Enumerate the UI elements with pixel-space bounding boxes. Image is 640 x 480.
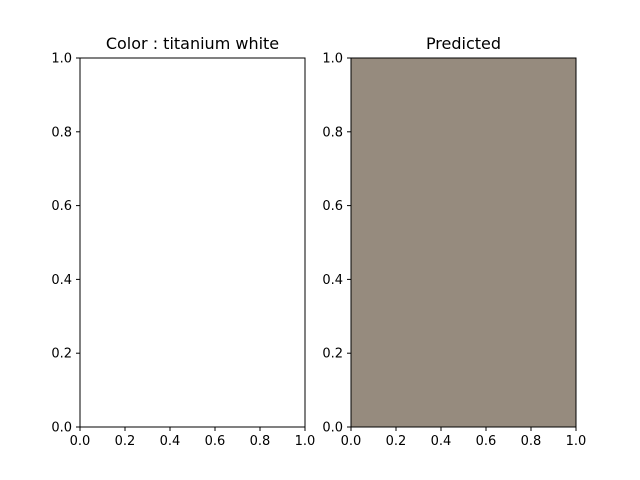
x-tick-label-predicted: 1.0 — [566, 434, 587, 449]
x-tick-label-actual: 0.2 — [115, 434, 136, 449]
y-tick-label-predicted: 1.0 — [322, 52, 343, 67]
frame-predicted — [350, 57, 577, 428]
y-tick-label-actual: 0.0 — [51, 421, 72, 436]
y-tick-label-predicted: 0.8 — [322, 125, 343, 140]
y-tick-label-actual: 0.2 — [51, 347, 72, 362]
frame-actual — [79, 57, 306, 428]
x-tick-label-predicted: 0.8 — [521, 434, 542, 449]
x-tick-label-actual: 0.0 — [70, 434, 91, 449]
y-tick-label-predicted: 0.6 — [322, 199, 343, 214]
y-tick-label-actual: 0.8 — [51, 125, 72, 140]
panel-actual: 0.0 0.2 0.4 0.6 0.8 1.0 0.0 0.2 0.4 0.6 0.8 1.0 Col… — [51, 34, 315, 449]
x-tick-label-actual: 0.4 — [160, 434, 181, 449]
y-tick-label-predicted: 0.0 — [322, 421, 343, 436]
chart-title-actual: Color : titanium white — [106, 34, 279, 53]
ticks-actual: 0.0 0.2 0.4 0.6 0.8 1.0 0.0 0.2 0.4 0.6 0.8 1.0 — [51, 52, 315, 450]
y-tick-label-actual: 0.4 — [51, 273, 72, 288]
panel-predicted: 0.0 0.2 0.4 0.6 0.8 1.0 0.0 0.2 0.4 0.6 0.8 1.0 Pre… — [322, 34, 586, 449]
x-tick-label-actual: 0.8 — [250, 434, 271, 449]
x-tick-label-predicted: 0.6 — [476, 434, 497, 449]
chart-title-predicted: Predicted — [426, 34, 501, 53]
y-tick-label-actual: 0.6 — [51, 199, 72, 214]
ticks-predicted: 0.0 0.2 0.4 0.6 0.8 1.0 0.0 0.2 0.4 0.6 0.8 1.0 — [322, 52, 586, 450]
plot-area-actual — [80, 58, 305, 427]
y-tick-label-predicted: 0.2 — [322, 347, 343, 362]
y-tick-label-actual: 1.0 — [51, 52, 72, 67]
x-tick-label-predicted: 0.0 — [341, 434, 362, 449]
plot-area-predicted — [351, 58, 576, 427]
x-tick-label-actual: 1.0 — [295, 434, 316, 449]
x-tick-label-predicted: 0.4 — [431, 434, 452, 449]
x-tick-label-predicted: 0.2 — [386, 434, 407, 449]
x-tick-label-actual: 0.6 — [205, 434, 226, 449]
y-tick-label-predicted: 0.4 — [322, 273, 343, 288]
